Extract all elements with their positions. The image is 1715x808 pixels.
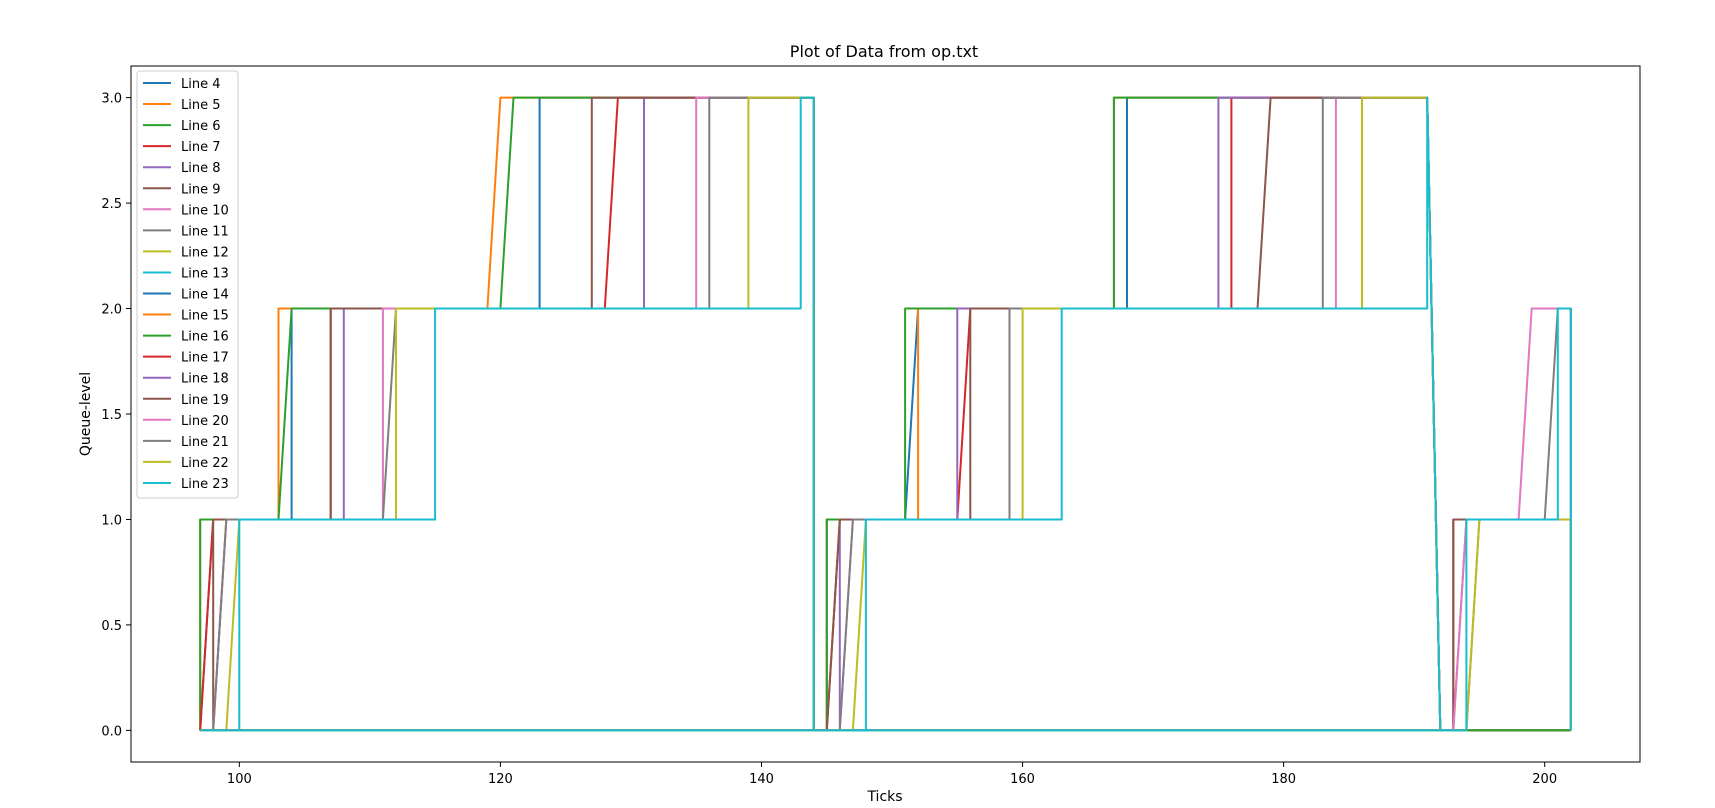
x-tick-label: 200 [1532,772,1557,787]
x-tick-label: 100 [227,772,252,787]
x-tick-label: 180 [1271,772,1296,787]
legend: Line 4 Line 5 Line 6 Line 7 Line 8 Line 9 Line… [136,70,239,499]
legend-label: Line 22 [181,456,229,471]
chart-title: Plot of Data from op.txt [790,42,978,61]
legend-label: Line 10 [181,203,229,218]
legend-label: Line 4 [181,77,221,92]
legend-label: Line 17 [181,351,229,366]
y-axis: 0.0 0.5 1.0 1.5 2.0 2.5 3.0 [101,92,131,739]
x-axis: 100 120 140 160 180 200 [227,762,1557,787]
legend-label: Line 18 [181,372,229,387]
legend-label: Line 6 [181,119,221,134]
legend-label: Line 21 [181,435,229,450]
plot-area [199,96,1572,732]
legend-label: Line 11 [181,224,229,239]
legend-label: Line 13 [181,266,229,281]
y-tick-label: 1.0 [101,513,122,528]
legend-label: Line 16 [181,330,229,345]
x-tick-label: 120 [488,772,513,787]
y-tick-label: 2.0 [101,303,122,318]
legend-label: Line 9 [181,182,221,197]
legend-label: Line 12 [181,245,229,260]
series-line-10 [200,96,1571,732]
legend-label: Line 20 [181,414,229,429]
legend-label: Line 14 [181,288,229,303]
y-tick-label: 0.0 [101,724,122,739]
x-tick-label: 140 [749,772,774,787]
legend-box [136,70,239,499]
x-axis-label: Ticks [866,789,902,805]
y-tick-label: 1.5 [101,408,122,423]
legend-label: Line 23 [181,477,229,492]
legend-label: Line 5 [181,98,221,113]
y-axis-label: Queue-level [78,372,94,456]
x-tick-label: 160 [1010,772,1035,787]
y-tick-label: 2.5 [101,197,122,212]
y-tick-label: 3.0 [101,92,122,107]
legend-label: Line 7 [181,140,221,155]
y-tick-label: 0.5 [101,619,122,634]
series-line-16 [200,96,1572,732]
legend-label: Line 19 [181,393,229,408]
series-line-20 [200,96,1572,732]
legend-label: Line 8 [181,161,221,176]
legend-label: Line 15 [181,309,229,324]
